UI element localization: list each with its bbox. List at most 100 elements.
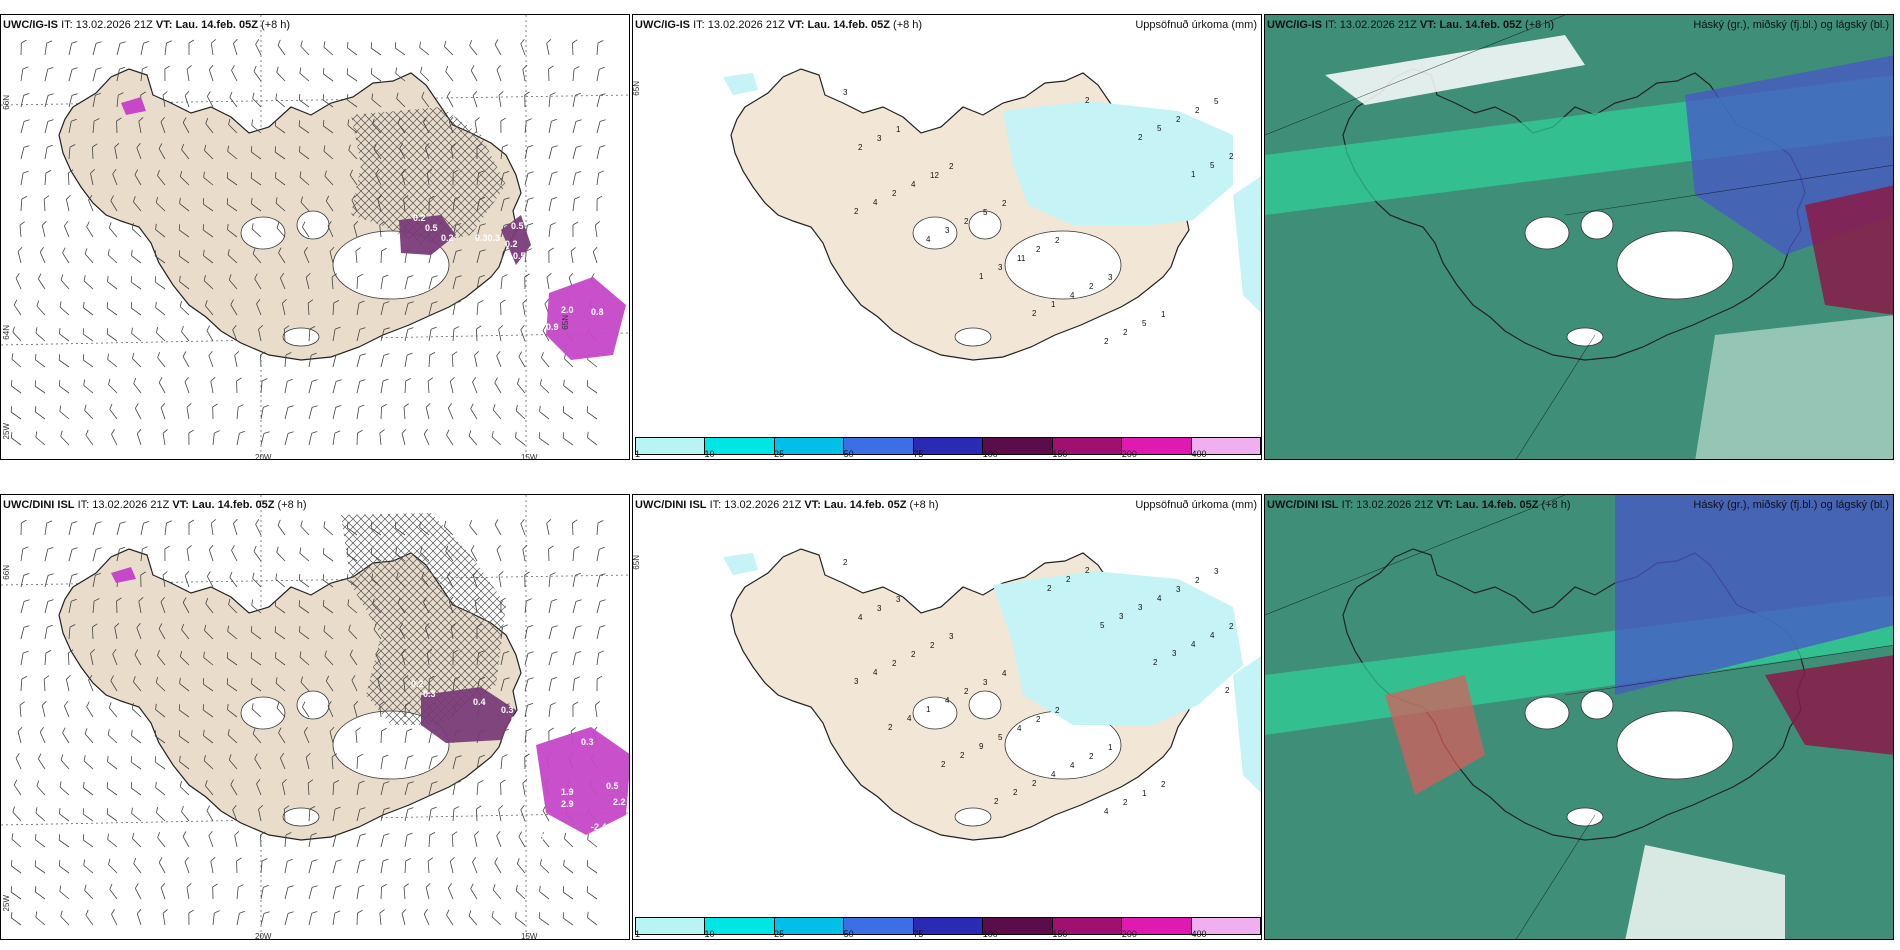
wind-barb bbox=[62, 247, 70, 264]
barb-flag bbox=[179, 275, 181, 282]
wind-barb bbox=[308, 859, 318, 874]
barb-staff bbox=[156, 332, 166, 342]
barb-flag bbox=[423, 429, 428, 435]
precip-value-label: 4 bbox=[873, 668, 878, 677]
barb-staff bbox=[276, 227, 286, 238]
barb-staff bbox=[596, 601, 601, 614]
barb-staff bbox=[34, 385, 46, 394]
barb-staff bbox=[19, 225, 22, 238]
wind-barb bbox=[34, 860, 46, 874]
wind-barb bbox=[67, 169, 74, 186]
barb-staff bbox=[90, 173, 94, 186]
barb-flag bbox=[13, 299, 18, 306]
barb-staff bbox=[256, 783, 262, 796]
barb-flag bbox=[36, 780, 40, 787]
precip-area bbox=[723, 553, 758, 575]
wind-barb bbox=[404, 857, 412, 874]
region-boundary bbox=[1265, 495, 1893, 939]
barb-flag bbox=[106, 328, 109, 335]
barb-flag bbox=[572, 701, 579, 706]
barb-flag bbox=[358, 300, 365, 304]
barb-staff bbox=[228, 604, 238, 614]
wind-barb bbox=[136, 428, 142, 446]
barb-staff bbox=[452, 783, 456, 796]
wind-barb bbox=[356, 909, 363, 926]
barb-flag bbox=[179, 650, 183, 657]
barb-staff bbox=[12, 811, 22, 822]
wind-barb bbox=[132, 352, 142, 368]
wind-barb bbox=[308, 405, 318, 420]
barb-flag bbox=[575, 625, 582, 628]
barb-flag bbox=[358, 884, 365, 888]
barb-staff bbox=[572, 69, 575, 82]
wind-barb bbox=[162, 429, 168, 446]
barb-staff bbox=[524, 251, 527, 264]
barb-flag bbox=[162, 571, 168, 576]
barb-flag bbox=[178, 730, 181, 737]
glacier-langjokull bbox=[912, 216, 958, 250]
barb-flag bbox=[325, 675, 330, 682]
barb-flag bbox=[276, 66, 279, 73]
wind-barb bbox=[546, 39, 552, 56]
wind-barb bbox=[236, 430, 246, 446]
barb-flag bbox=[551, 145, 558, 148]
barb-flag bbox=[551, 118, 558, 122]
barb-staff bbox=[156, 202, 166, 212]
wind-barb bbox=[202, 704, 214, 718]
barb-staff bbox=[500, 653, 504, 666]
wind-barb bbox=[373, 143, 382, 160]
barb-staff bbox=[277, 44, 286, 56]
barb-staff bbox=[492, 889, 502, 900]
barb-staff bbox=[596, 627, 601, 640]
wind-barb bbox=[428, 675, 435, 692]
barb-staff bbox=[498, 809, 502, 822]
barb-staff bbox=[85, 915, 94, 926]
wind-barb bbox=[157, 650, 166, 666]
wind-barb bbox=[179, 650, 190, 666]
barb-staff bbox=[450, 147, 454, 160]
barb-flag bbox=[383, 327, 390, 330]
wind-value-label: 0.3 bbox=[521, 260, 534, 270]
legend-level-label: 150 bbox=[1052, 449, 1068, 459]
precip-value-label: 1 bbox=[1051, 300, 1056, 309]
wind-barb bbox=[449, 856, 455, 874]
barb-staff bbox=[596, 523, 599, 536]
wind-barb bbox=[570, 247, 576, 264]
wind-barb bbox=[596, 40, 604, 56]
barb-staff bbox=[158, 862, 166, 874]
precip-value-label: 5 bbox=[1142, 319, 1147, 328]
wind-barb bbox=[92, 547, 102, 562]
wind-barb bbox=[250, 146, 262, 160]
wind-barb bbox=[298, 600, 310, 614]
wind-barb bbox=[92, 623, 98, 640]
wind-value-label: 0.2 bbox=[411, 679, 424, 689]
barb-flag bbox=[111, 429, 115, 435]
barb-staff bbox=[178, 709, 190, 718]
wind-barb bbox=[403, 883, 409, 900]
barb-flag bbox=[587, 911, 589, 918]
barb-staff bbox=[476, 808, 478, 822]
lon-label-20w: 20W bbox=[255, 932, 272, 940]
wind-barb bbox=[274, 146, 286, 160]
wind-barb bbox=[572, 546, 580, 562]
wind-barb bbox=[107, 275, 118, 290]
barb-staff bbox=[114, 627, 118, 640]
panel-ig-wind: UWC/IG-IS IT: 13.02.2026 21Z VT: Lau. 14… bbox=[0, 14, 630, 460]
barb-staff bbox=[540, 864, 550, 874]
wind-barb bbox=[500, 624, 508, 640]
barb-staff bbox=[548, 225, 551, 238]
wind-barb bbox=[43, 675, 50, 692]
precip-value-label: 2 bbox=[1229, 152, 1234, 161]
barb-flag bbox=[260, 351, 266, 356]
barb-staff bbox=[302, 706, 310, 718]
barb-staff bbox=[474, 835, 478, 848]
barb-flag bbox=[258, 324, 264, 330]
barb-flag bbox=[158, 857, 163, 863]
barb-flag bbox=[477, 300, 484, 304]
barb-flag bbox=[227, 145, 229, 152]
wind-barb bbox=[395, 547, 406, 562]
barb-staff bbox=[20, 69, 24, 82]
barb-flag bbox=[274, 120, 277, 126]
barb-flag bbox=[138, 117, 144, 122]
barb-flag bbox=[68, 649, 74, 654]
